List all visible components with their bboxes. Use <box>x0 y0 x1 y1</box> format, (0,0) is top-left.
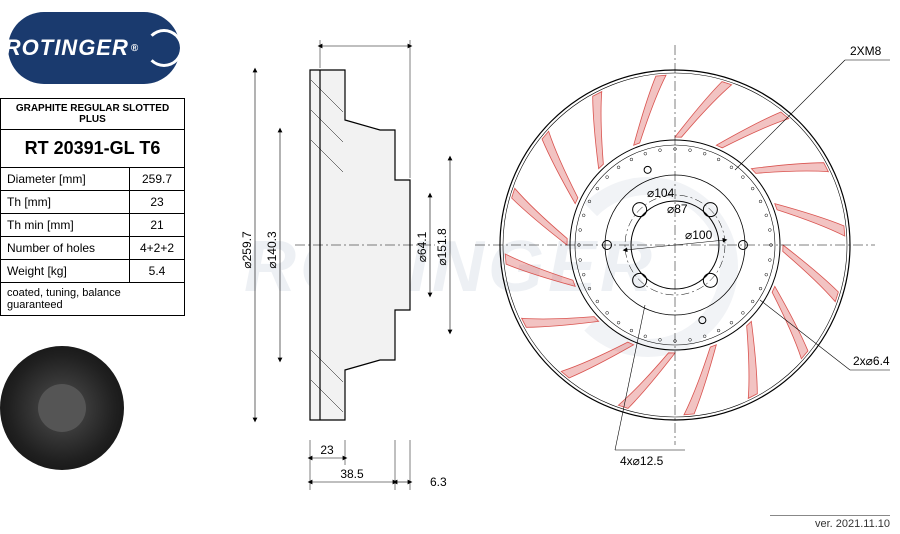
svg-text:2x⌀6.4: 2x⌀6.4 <box>853 354 890 368</box>
brand-logo-text: ROTINGER® <box>5 29 184 67</box>
brand-logo: ROTINGER® <box>8 12 180 84</box>
drawing-svg: ⌀259.7 ⌀140.3 ⌀64.1 ⌀151.8 23 38. <box>185 0 900 520</box>
table-row: Th min [mm]21 <box>1 214 185 237</box>
svg-text:6.3: 6.3 <box>430 475 447 489</box>
svg-text:⌀140.3: ⌀140.3 <box>265 231 279 269</box>
svg-text:38.5: 38.5 <box>340 467 364 481</box>
svg-text:4x⌀12.5: 4x⌀12.5 <box>620 454 664 468</box>
spec-header: GRAPHITE REGULAR SLOTTED PLUS <box>1 99 185 130</box>
svg-text:⌀259.7: ⌀259.7 <box>240 231 254 269</box>
logo-ring-icon <box>145 29 183 67</box>
svg-text:⌀64.1: ⌀64.1 <box>415 231 429 262</box>
side-view: ⌀259.7 ⌀140.3 ⌀64.1 ⌀151.8 23 38. <box>240 40 450 490</box>
table-row: Weight [kg]5.4 <box>1 260 185 283</box>
product-thumbnail <box>0 346 124 470</box>
table-row: Diameter [mm]259.7 <box>1 168 185 191</box>
svg-text:⌀87: ⌀87 <box>667 202 688 216</box>
spec-partno: RT 20391-GL T6 <box>1 130 185 168</box>
svg-text:⌀104: ⌀104 <box>647 186 675 200</box>
svg-text:⌀100: ⌀100 <box>685 228 713 242</box>
svg-text:23: 23 <box>320 443 334 457</box>
svg-text:2XM8: 2XM8 <box>850 44 882 58</box>
front-view: ⌀104 ⌀87 ⌀100 2XM8 2x⌀6.4 4x⌀12.5 <box>475 44 890 468</box>
spec-table: GRAPHITE REGULAR SLOTTED PLUS RT 20391-G… <box>0 98 185 316</box>
table-row: Number of holes4+2+2 <box>1 237 185 260</box>
spec-note: coated, tuning, balance guaranteed <box>1 283 185 316</box>
table-row: Th [mm]23 <box>1 191 185 214</box>
technical-drawing: ⌀259.7 ⌀140.3 ⌀64.1 ⌀151.8 23 38. <box>185 0 900 520</box>
svg-text:⌀151.8: ⌀151.8 <box>435 228 449 266</box>
version-label: ver. 2021.11.10 <box>770 515 890 530</box>
